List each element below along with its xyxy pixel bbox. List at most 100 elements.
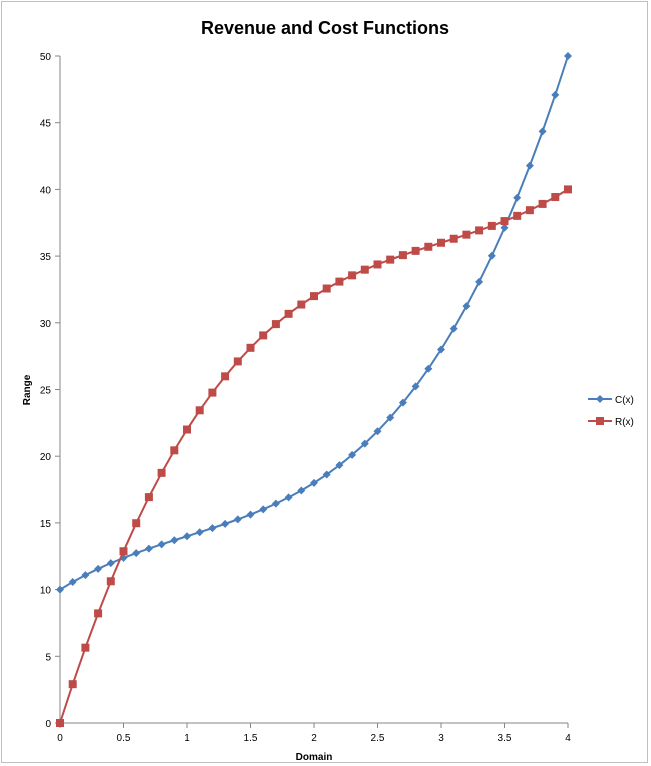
data-point <box>360 439 369 448</box>
data-point <box>513 193 522 202</box>
y-tick-label: 5 <box>45 652 51 663</box>
data-point <box>411 246 420 255</box>
data-point <box>386 255 395 264</box>
legend: C(x) R(x) <box>588 395 634 428</box>
data-point <box>259 505 268 514</box>
data-point <box>360 265 369 274</box>
data-point <box>424 242 433 251</box>
series-line <box>59 55 569 591</box>
data-point <box>513 211 522 220</box>
y-tick-label: 20 <box>40 452 52 463</box>
data-point <box>132 549 141 558</box>
data-point <box>500 217 509 226</box>
y-tick-label: 25 <box>40 386 52 397</box>
data-point <box>411 382 420 391</box>
data-point <box>373 260 382 269</box>
data-point <box>144 544 153 553</box>
y-axis-label: Range <box>22 374 33 405</box>
axes: 0 5 10 15 20 25 30 35 40 45 50 0 0.5 1 1.5 2 2.5 3 3.5 4 <box>40 52 571 744</box>
data-point <box>373 427 382 436</box>
data-point <box>310 478 318 487</box>
x-tick-label: 1.5 <box>244 733 258 744</box>
data-point <box>271 499 280 508</box>
data-point <box>119 547 128 556</box>
data-point <box>284 493 293 502</box>
data-point <box>564 185 572 194</box>
data-point <box>551 193 560 202</box>
series-rx <box>56 185 572 727</box>
data-point <box>183 425 191 434</box>
data-point <box>386 413 395 422</box>
data-point <box>81 571 90 580</box>
data-point <box>68 577 77 586</box>
data-point <box>449 324 458 333</box>
x-tick-label: 2.5 <box>371 733 385 744</box>
data-point <box>208 524 217 533</box>
data-point <box>424 364 433 373</box>
data-point <box>195 406 204 415</box>
data-point <box>246 343 255 352</box>
data-point <box>551 90 560 99</box>
data-point <box>475 226 484 235</box>
y-tick-label: 10 <box>40 586 52 597</box>
data-point <box>170 536 179 545</box>
legend-item: R(x) <box>588 417 634 428</box>
data-point <box>348 271 357 280</box>
chart-title: Revenue and Cost Functions <box>201 18 449 38</box>
data-point <box>56 719 64 727</box>
data-point <box>462 230 471 239</box>
y-tick-label: 40 <box>40 185 52 196</box>
data-point <box>500 223 509 232</box>
data-point <box>94 609 103 618</box>
x-tick-label: 3 <box>438 733 444 744</box>
data-point <box>322 284 331 293</box>
data-point <box>106 559 115 568</box>
legend-marker <box>596 395 604 403</box>
data-point <box>157 540 166 549</box>
y-tick-label: 0 <box>45 719 51 730</box>
x-tick-label: 0 <box>57 733 63 744</box>
data-point <box>449 234 458 243</box>
y-tick-label: 15 <box>40 519 52 530</box>
data-point <box>310 292 318 301</box>
data-point <box>475 277 484 286</box>
legend-marker <box>596 417 604 425</box>
data-point <box>462 302 471 311</box>
data-point <box>335 277 344 286</box>
data-point <box>144 493 153 502</box>
data-point <box>335 461 344 470</box>
data-point <box>284 309 293 318</box>
data-point <box>221 372 230 381</box>
series-line <box>59 188 569 724</box>
x-tick-label: 0.5 <box>117 733 131 744</box>
data-point <box>233 357 242 366</box>
legend-label: R(x) <box>615 417 634 428</box>
data-point <box>157 468 166 477</box>
legend-item: C(x) <box>588 395 634 406</box>
data-point <box>259 331 268 340</box>
data-point <box>195 528 204 537</box>
data-point <box>398 398 407 407</box>
data-point <box>56 585 64 594</box>
y-tick-label: 45 <box>40 119 52 130</box>
data-point <box>221 519 230 528</box>
series-cx <box>56 52 572 594</box>
data-point <box>525 161 534 170</box>
data-point <box>170 446 179 455</box>
x-tick-label: 4 <box>565 733 571 744</box>
data-point <box>538 127 547 136</box>
data-point <box>246 510 255 519</box>
y-tick-label: 30 <box>40 319 52 330</box>
x-tick-label: 2 <box>311 733 317 744</box>
data-point <box>208 388 217 397</box>
data-point <box>81 643 90 652</box>
data-point <box>348 450 357 459</box>
data-point <box>398 251 407 260</box>
x-axis-label: Domain <box>296 752 333 763</box>
y-tick-label: 35 <box>40 252 52 263</box>
y-tick-label: 50 <box>40 52 52 63</box>
data-point <box>233 515 242 524</box>
data-point <box>487 221 496 230</box>
